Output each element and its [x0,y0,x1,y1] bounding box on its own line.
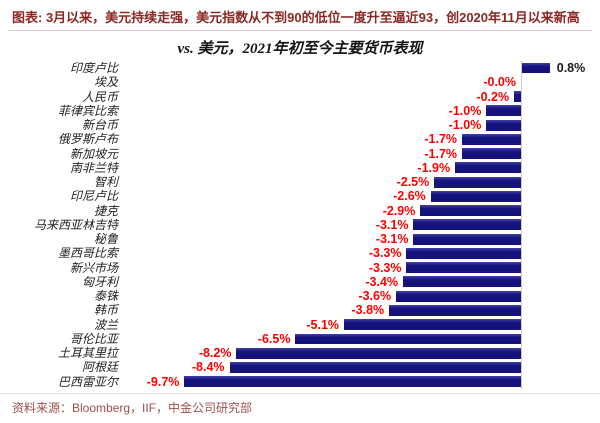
value-label: 0.8% [556,61,586,75]
bar [389,305,521,316]
bar [434,176,521,188]
caption-divider [8,30,592,31]
bar [514,91,521,102]
bar-row: 阿根廷 -8.4% [0,360,600,374]
value-label: -1.7% [424,146,458,161]
bar [486,105,521,117]
bar-row: 秘鲁 -3.1% [0,232,600,246]
bar-row: 匈牙利 -3.4% [0,275,600,289]
value-label: -3.8% [351,303,385,318]
bar-row: 捷克 -2.9% [0,204,600,218]
value-label: -9.7% [146,374,180,389]
bar-chart: 印度卢比 0.8% 埃及 -0.0% 人民币 -0.2% 菲律宾比索 -1.0% 新台币 -1.0… [0,61,600,390]
category-label: 捷克 [93,203,118,218]
bar-row: 新台币 -1.0% [0,118,600,132]
category-label: 马来西亚林吉特 [33,217,118,232]
bar-row: 哥伦比亚 -6.5% [0,332,600,346]
bar [295,333,521,345]
bar [420,205,521,217]
source-note: 资料来源：Bloomberg，IIF，中金公司研究部 [12,401,253,415]
chart-title: vs. 美元，2021年初至今主要货币表现 [177,41,423,57]
bar [413,219,521,231]
value-label: -6.5% [257,331,291,346]
bar [406,247,521,259]
bar-row: 波兰 -5.1% [0,318,600,332]
bar [522,62,550,74]
bar-row: 墨西哥比索 -3.3% [0,246,600,260]
value-label: -3.3% [368,246,402,261]
value-label: -2.9% [382,203,416,218]
value-label: -1.0% [448,103,482,118]
category-label: 土耳其里拉 [57,346,118,361]
value-label: -8.2% [198,346,232,361]
bar-row: 新加坡元 -1.7% [0,147,600,161]
category-label: 泰铢 [93,289,118,304]
category-label: 新加坡元 [69,146,118,161]
zero-axis-line [521,61,522,389]
category-label: 哥伦比亚 [69,331,118,346]
bar-row: 俄罗斯卢布 -1.7% [0,132,600,146]
bar-row: 泰铢 -3.6% [0,289,600,303]
value-label: -8.4% [191,360,225,375]
category-label: 波兰 [93,317,118,332]
bar [403,276,521,288]
bar-row: 埃及 -0.0% [0,75,600,89]
bar [455,162,521,174]
bar-row: 南非兰特 -1.9% [0,161,600,175]
value-label: -5.1% [306,317,340,332]
category-label: 新兴市场 [69,260,118,275]
category-label: 人民币 [81,89,118,104]
value-label: -2.5% [396,175,430,190]
category-label: 阿根廷 [81,360,118,375]
bar-row: 新兴市场 -3.3% [0,261,600,275]
bar [396,290,521,302]
value-label: -2.6% [393,189,426,204]
value-label: -3.1% [375,217,409,232]
value-label: -3.4% [365,274,399,289]
category-label: 巴西雷亚尔 [57,374,118,389]
value-label: -1.0% [448,118,482,133]
value-label: -3.1% [375,232,409,247]
bar [344,319,521,331]
category-label: 俄罗斯卢布 [57,132,118,147]
source-divider [0,393,600,394]
bar [229,362,521,373]
bar-row: 智利 -2.5% [0,175,600,189]
category-label: 智利 [93,175,118,190]
bar [236,347,521,359]
bar [413,233,521,245]
bar [462,148,521,160]
figure-caption: 图表: 3月以来，美元持续走强，美元指数从不到90的低位一度升至逼近93，创20… [12,10,580,25]
category-label: 菲律宾比索 [57,103,118,118]
category-label: 墨西哥比索 [57,246,118,261]
bar-row: 人民币 -0.2% [0,90,600,104]
bar-row: 马来西亚林吉特 -3.1% [0,218,600,232]
bar-row: 土耳其里拉 -8.2% [0,346,600,360]
value-label: -0.0% [483,75,516,90]
bar-row: 巴西雷亚尔 -9.7% [0,375,600,389]
bar-row: 印度卢比 0.8% [0,61,600,75]
bar-row: 韩币 -3.8% [0,303,600,317]
bar [486,119,521,131]
value-label: -0.2% [476,89,510,104]
value-label: -1.7% [424,132,458,147]
bar-row: 菲律宾比索 -1.0% [0,104,600,118]
category-label: 南非兰特 [69,160,118,175]
bar [406,262,521,274]
value-label: -3.6% [358,289,392,304]
category-label: 印度卢比 [69,61,118,75]
bar-row: 印尼卢比 -2.6% [0,189,600,203]
category-label: 印尼卢比 [69,189,118,204]
value-label: -1.9% [417,160,451,175]
bar [430,190,521,202]
category-label: 匈牙利 [81,274,118,289]
category-label: 新台币 [81,118,118,133]
category-label: 秘鲁 [93,232,118,247]
category-label: 埃及 [93,75,118,90]
bar [184,376,521,388]
category-label: 韩币 [93,303,118,318]
bar [462,133,521,145]
value-label: -3.3% [368,260,402,275]
